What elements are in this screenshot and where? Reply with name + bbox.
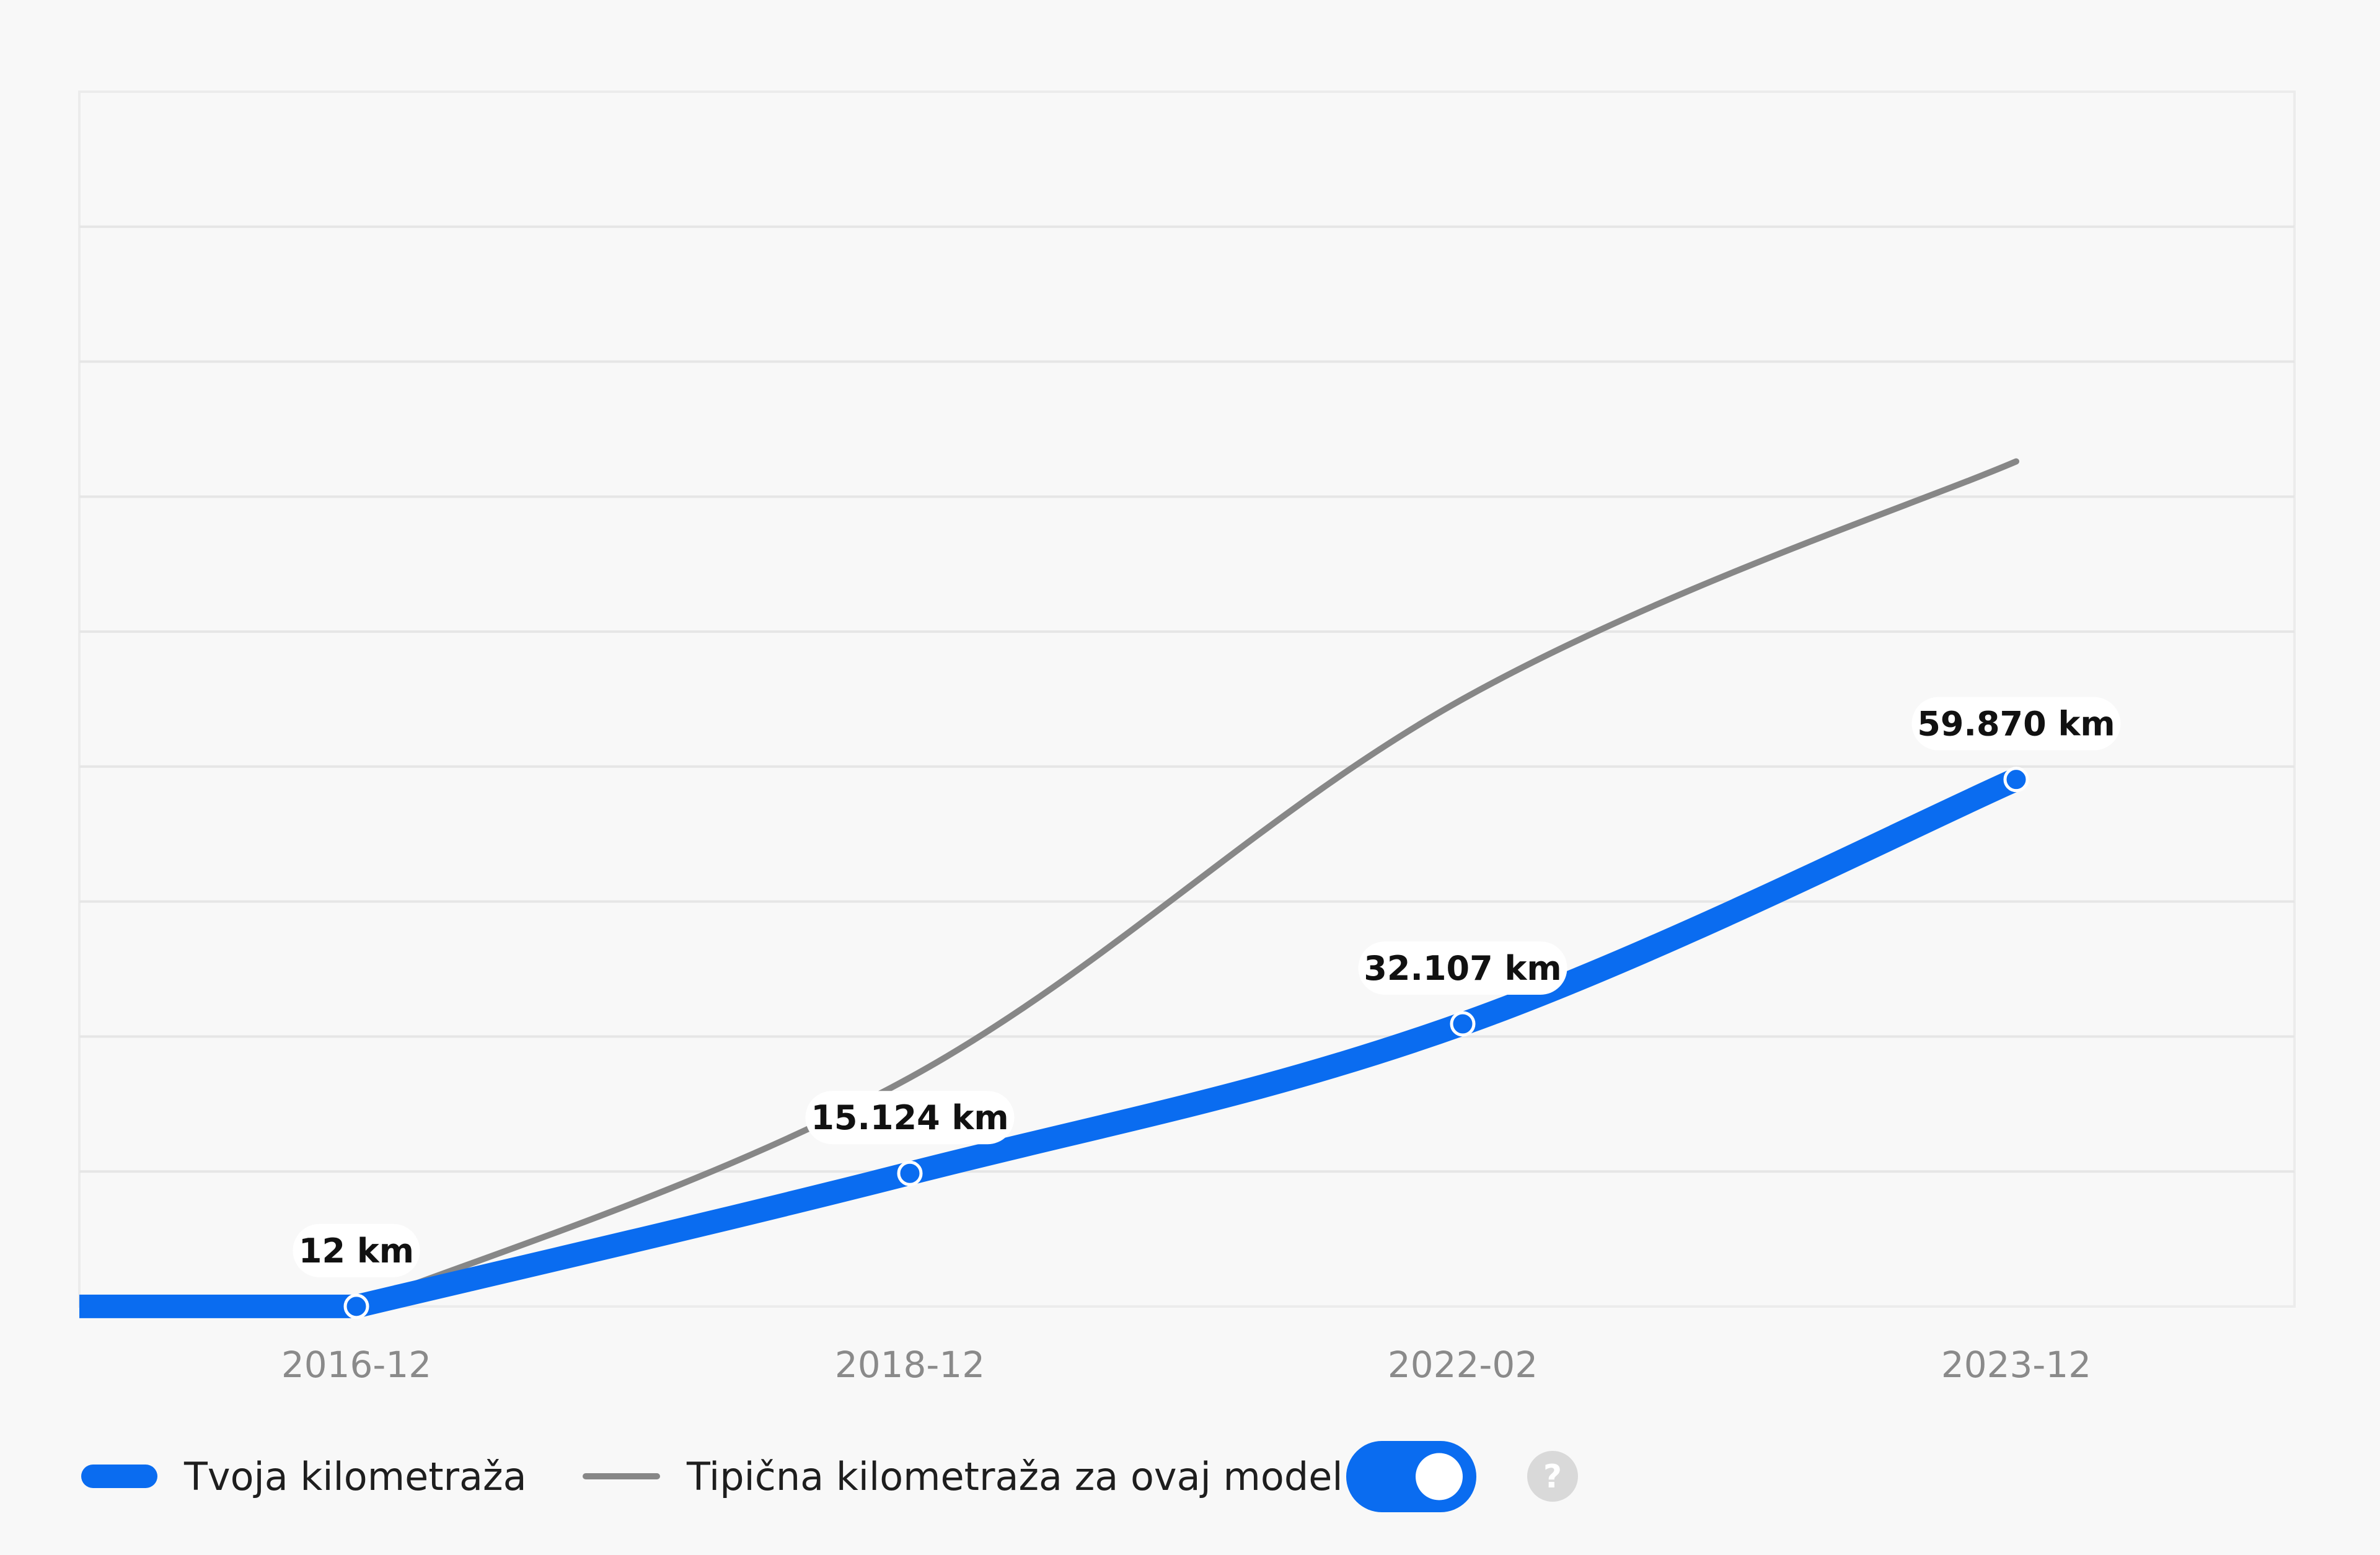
- series: [79, 458, 2028, 1318]
- legend-item-typical-mileage: Tipična kilometraža za ovaj model: [583, 1454, 1343, 1499]
- data-label-bg: [805, 1091, 1015, 1145]
- toggle-knob[interactable]: [1416, 1453, 1463, 1500]
- plot-area: [78, 90, 2296, 1308]
- x-axis-ticks: 2016-12 2018-12 2022-02 2023-12: [281, 1344, 2091, 1386]
- data-label-2022-02: 32.107 km: [1364, 949, 1561, 988]
- typical-mileage-toggle[interactable]: [1346, 1441, 1476, 1512]
- data-point-2022-02[interactable]: [1450, 1011, 1476, 1037]
- legend: Tvoja kilometraža Tipična kilometraža za…: [81, 1441, 1578, 1512]
- legend-label-your-mileage: Tvoja kilometraža: [183, 1454, 527, 1499]
- series-line-typical-mileage: [353, 458, 2019, 1310]
- question-mark-icon[interactable]: [1527, 1451, 1578, 1502]
- help-button[interactable]: ?: [1527, 1451, 1578, 1502]
- data-point-2018-12[interactable]: [897, 1160, 923, 1186]
- data-point-2016-12[interactable]: [343, 1293, 369, 1319]
- x-tick-label: 2022-02: [1388, 1344, 1538, 1386]
- help-button-label: ?: [1543, 1458, 1562, 1496]
- data-label-2016-12: 12 km: [299, 1231, 414, 1271]
- data-label-bg: [293, 1223, 420, 1277]
- data-label-bg: [1358, 941, 1567, 995]
- x-tick-label: 2016-12: [281, 1344, 431, 1386]
- data-label-2018-12: 15.124 km: [811, 1098, 1008, 1137]
- legend-label-typical-mileage: Tipična kilometraža za ovaj model: [686, 1454, 1343, 1499]
- data-label-2023-12: 59.870 km: [1917, 705, 2115, 744]
- legend-item-your-mileage: Tvoja kilometraža: [81, 1454, 527, 1499]
- data-labels: 12 km 15.124 km 32.107 km 59.870 km: [293, 697, 2121, 1277]
- data-label-bg: [1911, 697, 2121, 751]
- x-tick-label: 2018-12: [835, 1344, 985, 1386]
- series-line-your-mileage: [345, 767, 2028, 1318]
- data-points: [343, 767, 2029, 1319]
- data-point-2023-12[interactable]: [2003, 767, 2029, 793]
- x-tick-label: 2023-12: [1941, 1344, 2091, 1386]
